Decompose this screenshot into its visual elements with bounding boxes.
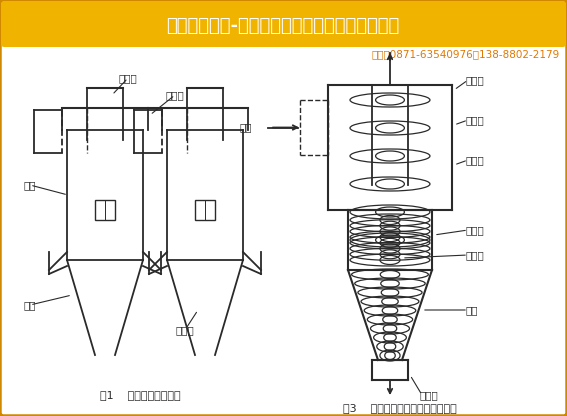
- Text: 图3    旋风分离器的内部流场示意图: 图3 旋风分离器的内部流场示意图: [343, 403, 457, 413]
- Text: 烟气: 烟气: [239, 122, 252, 133]
- Text: 昆明滇重矿机-旋风除尘器结构及工作原理示意图: 昆明滇重矿机-旋风除尘器结构及工作原理示意图: [166, 17, 400, 35]
- Text: 排气管: 排气管: [119, 73, 137, 83]
- Bar: [195, 200, 215, 220]
- Text: 排出管: 排出管: [466, 75, 485, 85]
- Text: 详询：0871-63540976、138-8802-2179: 详询：0871-63540976、138-8802-2179: [372, 49, 560, 59]
- Text: 内涡旋: 内涡旋: [466, 250, 485, 260]
- Text: 排灰口: 排灰口: [176, 325, 194, 335]
- FancyBboxPatch shape: [1, 1, 566, 47]
- Text: 锥体: 锥体: [466, 305, 479, 315]
- Bar: [95, 200, 115, 220]
- Text: 上涡旋: 上涡旋: [466, 115, 485, 125]
- Text: 圆柱体: 圆柱体: [466, 155, 485, 165]
- Text: 图1    旋风分离器的结构: 图1 旋风分离器的结构: [100, 390, 180, 400]
- Text: 进气管: 进气管: [166, 90, 184, 100]
- Text: 外涡旋: 外涡旋: [466, 225, 485, 235]
- Text: 储灰斗: 储灰斗: [420, 390, 439, 400]
- Text: 简体: 简体: [24, 180, 36, 190]
- Text: 锥体: 锥体: [24, 300, 36, 310]
